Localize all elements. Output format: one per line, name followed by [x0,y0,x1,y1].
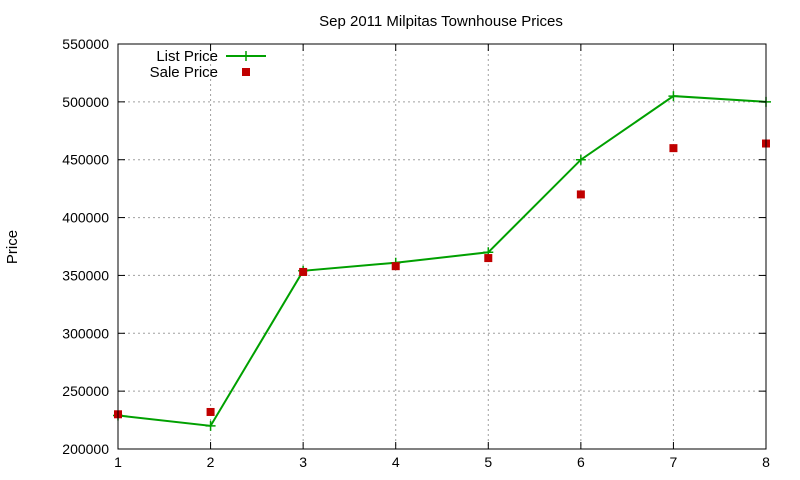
legend-square-marker [242,68,250,76]
list-price-point [205,420,216,431]
legend-label: Sale Price [150,64,218,81]
x-tick-label: 8 [762,454,770,470]
y-tick-label: 200000 [62,441,109,457]
sale-price-point [669,144,678,153]
x-tick-label: 4 [392,454,400,470]
x-tick-label: 3 [299,454,307,470]
y-tick-label: 400000 [62,210,109,226]
sale-price-point [206,407,215,416]
sale-price-point [576,190,585,199]
y-tick-label: 350000 [62,267,109,283]
x-tick-label: 2 [207,454,215,470]
list-price-point [575,154,586,165]
list-price-line [117,95,767,427]
legend-label: List Price [156,48,218,65]
legend-plus-marker [241,51,251,61]
x-tick-label: 7 [670,454,678,470]
axis-ticks: 1 2 3 4 5 6 7 8 200000 250000 300000 350000 400000 45… [62,36,770,470]
y-tick-label: 250000 [62,383,109,399]
sale-price-point [484,254,493,263]
grid-lines [118,44,766,449]
y-tick-label: 300000 [62,325,109,341]
chart-series [113,91,771,431]
y-tick-label: 450000 [62,152,109,168]
x-tick-label: 1 [114,454,122,470]
list-price-point [668,91,679,102]
y-tick-label: 500000 [62,94,109,110]
x-tick-label: 5 [484,454,492,470]
sale-price-point [391,262,400,271]
sale-price-point [299,267,308,276]
x-tick-label: 6 [577,454,585,470]
plot-frame [117,43,767,450]
y-axis-title: Price [4,230,21,264]
chart-title: Sep 2011 Milpitas Townhouse Prices [319,13,563,30]
y-tick-label: 550000 [62,36,109,52]
